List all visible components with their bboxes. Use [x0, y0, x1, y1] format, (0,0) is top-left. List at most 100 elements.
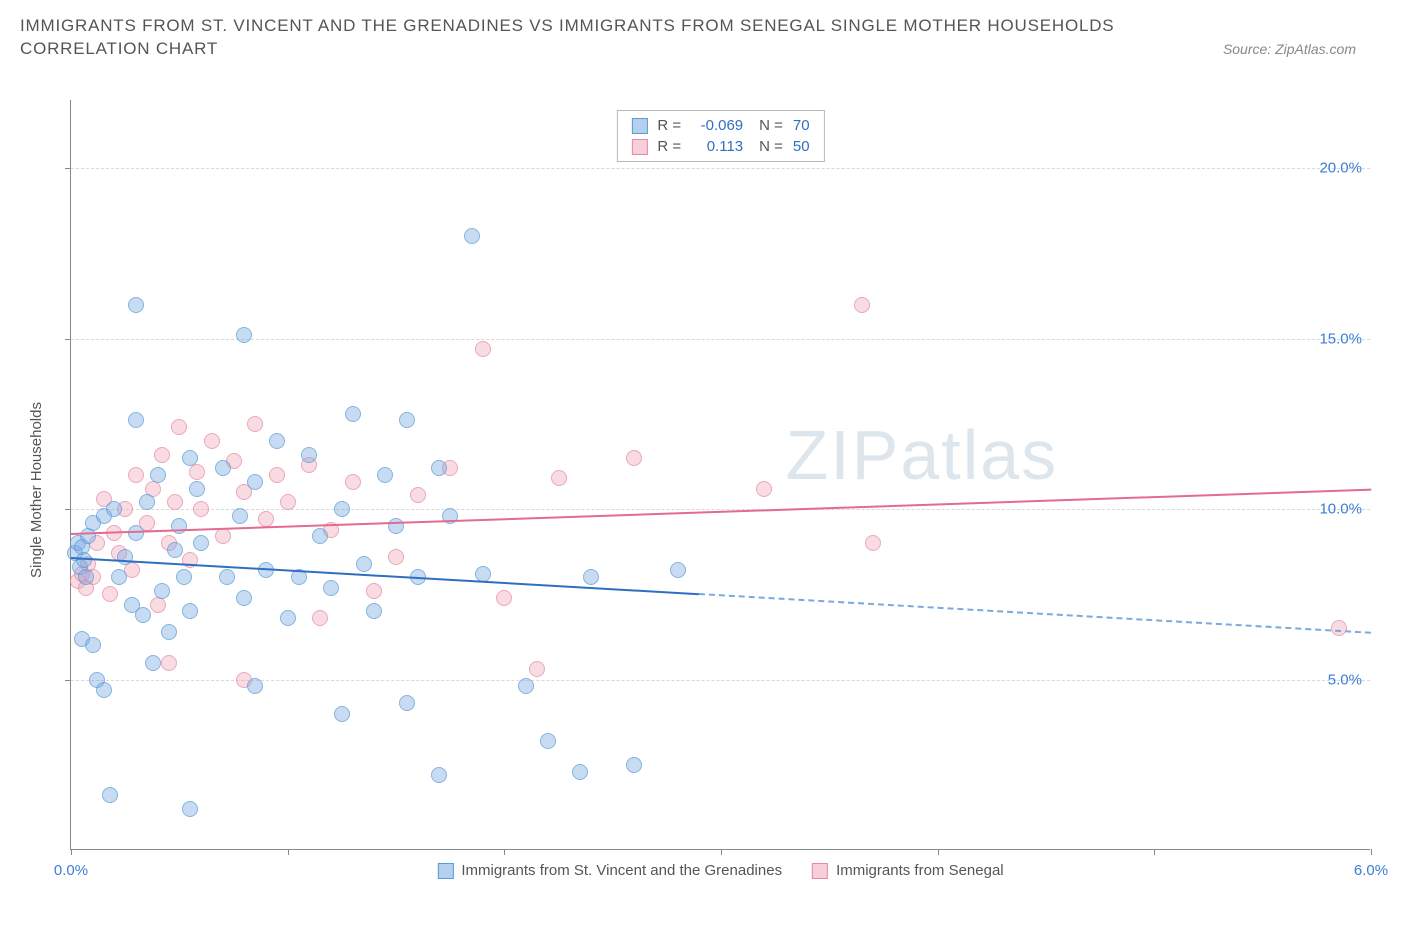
- data-point-blue: [176, 569, 192, 585]
- swatch-blue-icon: [631, 118, 647, 134]
- x-tick-label: 6.0%: [1354, 862, 1388, 879]
- data-point-pink: [1331, 620, 1347, 636]
- data-point-blue: [182, 450, 198, 466]
- data-point-pink: [189, 464, 205, 480]
- data-point-pink: [865, 535, 881, 551]
- chart-container: Single Mother Households ZIPatlas R = -0…: [20, 90, 1386, 880]
- data-point-blue: [572, 764, 588, 780]
- data-point-blue: [85, 637, 101, 653]
- data-point-pink: [215, 528, 231, 544]
- data-point-blue: [626, 757, 642, 773]
- data-point-blue: [366, 603, 382, 619]
- data-point-blue: [102, 787, 118, 803]
- data-point-pink: [204, 433, 220, 449]
- data-point-blue: [182, 603, 198, 619]
- data-point-blue: [518, 678, 534, 694]
- data-point-pink: [258, 511, 274, 527]
- data-point-pink: [161, 655, 177, 671]
- swatch-pink-icon: [631, 139, 647, 155]
- data-point-blue: [280, 610, 296, 626]
- data-point-blue: [111, 569, 127, 585]
- data-point-blue: [193, 535, 209, 551]
- data-point-blue: [399, 412, 415, 428]
- data-point-blue: [377, 467, 393, 483]
- data-point-blue: [154, 583, 170, 599]
- stats-legend-box: R = -0.069 N = 70 R = 0.113 N = 50: [616, 110, 824, 162]
- header: IMMIGRANTS FROM ST. VINCENT AND THE GREN…: [0, 0, 1406, 63]
- data-point-blue: [135, 607, 151, 623]
- data-point-blue: [80, 528, 96, 544]
- data-point-blue: [334, 706, 350, 722]
- legend-swatch-blue-icon: [437, 863, 453, 879]
- data-point-pink: [475, 341, 491, 357]
- data-point-blue: [96, 682, 112, 698]
- legend-label-pink: Immigrants from Senegal: [836, 862, 1004, 879]
- stats-row-pink: R = 0.113 N = 50: [631, 136, 809, 157]
- data-point-pink: [496, 590, 512, 606]
- data-point-blue: [215, 460, 231, 476]
- trend-line: [699, 593, 1371, 634]
- chart-title-line1: IMMIGRANTS FROM ST. VINCENT AND THE GREN…: [20, 12, 1386, 39]
- watermark: ZIPatlas: [785, 415, 1058, 495]
- data-point-pink: [345, 474, 361, 490]
- data-point-blue: [431, 767, 447, 783]
- y-tick-label: 15.0%: [1319, 330, 1362, 347]
- data-point-pink: [626, 450, 642, 466]
- data-point-blue: [312, 528, 328, 544]
- x-tick-label: 0.0%: [54, 862, 88, 879]
- data-point-blue: [167, 542, 183, 558]
- data-point-blue: [431, 460, 447, 476]
- data-point-blue: [345, 406, 361, 422]
- data-point-pink: [854, 297, 870, 313]
- data-point-pink: [756, 481, 772, 497]
- data-point-blue: [128, 412, 144, 428]
- data-point-blue: [145, 655, 161, 671]
- data-point-blue: [106, 501, 122, 517]
- data-point-pink: [171, 419, 187, 435]
- data-point-pink: [410, 487, 426, 503]
- data-point-blue: [161, 624, 177, 640]
- data-point-pink: [247, 416, 263, 432]
- data-point-blue: [388, 518, 404, 534]
- data-point-blue: [219, 569, 235, 585]
- chart-title-line2: CORRELATION CHART: [20, 39, 218, 59]
- data-point-blue: [540, 733, 556, 749]
- grid-line: [71, 680, 1370, 681]
- legend-label-blue: Immigrants from St. Vincent and the Gren…: [461, 862, 782, 879]
- data-point-blue: [139, 494, 155, 510]
- y-tick-label: 20.0%: [1319, 160, 1362, 177]
- data-point-pink: [193, 501, 209, 517]
- grid-line: [71, 168, 1370, 169]
- data-point-pink: [269, 467, 285, 483]
- data-point-pink: [150, 597, 166, 613]
- source-label: Source: ZipAtlas.com: [1223, 41, 1356, 57]
- data-point-blue: [128, 297, 144, 313]
- legend-swatch-pink-icon: [812, 863, 828, 879]
- data-point-pink: [366, 583, 382, 599]
- data-point-blue: [301, 447, 317, 463]
- data-point-blue: [232, 508, 248, 524]
- data-point-blue: [583, 569, 599, 585]
- data-point-pink: [529, 661, 545, 677]
- data-point-blue: [399, 695, 415, 711]
- grid-line: [71, 339, 1370, 340]
- data-point-pink: [551, 470, 567, 486]
- data-point-blue: [189, 481, 205, 497]
- data-point-blue: [150, 467, 166, 483]
- data-point-blue: [236, 590, 252, 606]
- data-point-blue: [182, 801, 198, 817]
- data-point-pink: [128, 467, 144, 483]
- data-point-pink: [102, 586, 118, 602]
- y-axis-title: Single Mother Households: [28, 402, 45, 578]
- data-point-blue: [78, 569, 94, 585]
- data-point-blue: [334, 501, 350, 517]
- data-point-pink: [312, 610, 328, 626]
- data-point-blue: [670, 562, 686, 578]
- stats-row-blue: R = -0.069 N = 70: [631, 115, 809, 136]
- data-point-pink: [154, 447, 170, 463]
- data-point-blue: [323, 580, 339, 596]
- data-point-pink: [280, 494, 296, 510]
- bottom-legend: Immigrants from St. Vincent and the Gren…: [437, 862, 1003, 879]
- data-point-blue: [236, 327, 252, 343]
- data-point-blue: [76, 552, 92, 568]
